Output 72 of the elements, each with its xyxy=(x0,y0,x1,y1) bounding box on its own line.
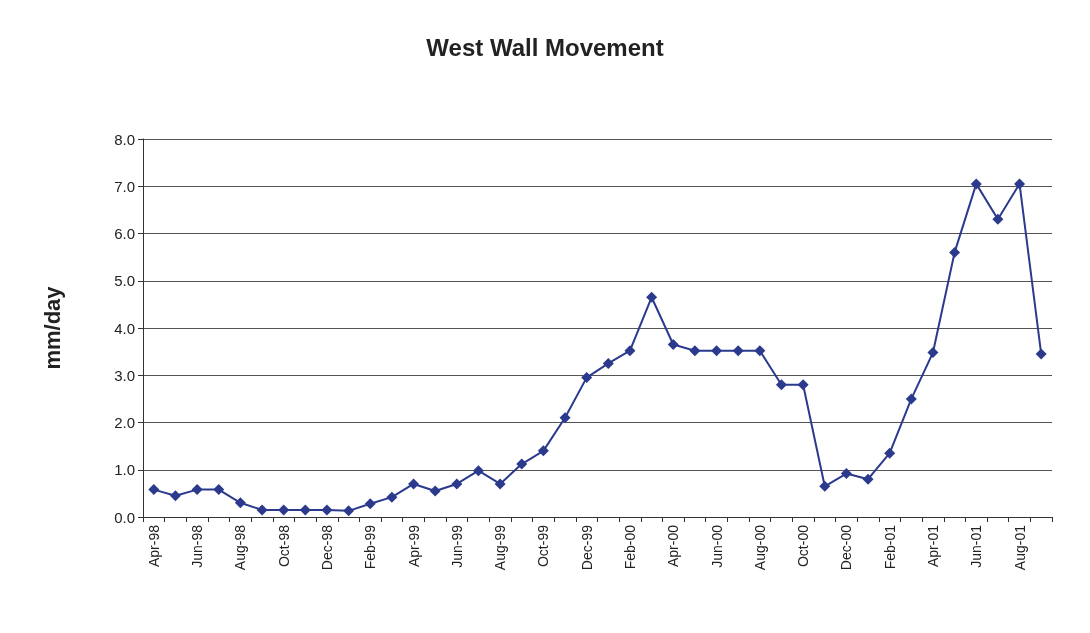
x-tick-label: Oct-98 xyxy=(275,524,292,568)
x-tick-label: Oct-00 xyxy=(795,524,812,568)
x-tick-label: Aug-99 xyxy=(492,524,509,571)
x-tick-label: Aug-01 xyxy=(1011,524,1028,571)
y-tick-label: 7.0 xyxy=(114,177,135,195)
point xyxy=(905,393,917,405)
x-tick-label: Jun-99 xyxy=(448,524,465,568)
point xyxy=(429,485,441,497)
x-tick-label: Aug-98 xyxy=(232,524,249,571)
y-tick-label: 4.0 xyxy=(114,319,135,337)
point xyxy=(667,339,679,351)
point xyxy=(321,504,333,516)
point xyxy=(537,445,549,457)
point xyxy=(1035,348,1047,360)
point xyxy=(711,345,723,357)
x-tick-label: Aug-00 xyxy=(751,524,768,571)
x-tick-label: Apr-98 xyxy=(145,524,162,568)
point xyxy=(949,246,961,258)
point xyxy=(364,498,376,510)
x-tick-label: Feb-99 xyxy=(362,524,379,570)
x-tick-label: Dec-98 xyxy=(318,524,335,571)
point xyxy=(494,478,506,490)
x-tick-label: Oct-99 xyxy=(535,524,552,568)
point xyxy=(840,468,852,480)
x-tick-label: Apr-99 xyxy=(405,524,422,568)
point xyxy=(646,291,658,303)
y-tick-label: 2.0 xyxy=(114,414,135,431)
point xyxy=(819,480,831,492)
y-tick-label: 6.0 xyxy=(114,225,135,242)
x-tick-label: Apr-00 xyxy=(665,524,682,568)
point xyxy=(169,490,181,502)
point xyxy=(602,357,614,369)
point xyxy=(624,345,636,357)
point xyxy=(472,465,484,477)
point xyxy=(148,484,160,496)
y-tick-label: 3.0 xyxy=(114,366,135,384)
point xyxy=(213,484,225,496)
point xyxy=(754,345,766,357)
point xyxy=(970,178,982,190)
point xyxy=(927,347,939,359)
y-axis-title: mm/day xyxy=(39,285,65,370)
point xyxy=(1014,178,1026,190)
point xyxy=(516,458,528,470)
point xyxy=(862,473,874,485)
point xyxy=(451,478,463,490)
x-tick-label: Dec-00 xyxy=(838,524,855,571)
x-tick-label: Feb-00 xyxy=(621,524,638,570)
point xyxy=(992,213,1004,225)
point xyxy=(256,504,268,516)
x-tick-label: Jun-01 xyxy=(968,524,985,568)
x-tick-label: Feb-01 xyxy=(881,524,898,570)
x-tick-label: Apr-01 xyxy=(924,524,941,568)
point xyxy=(559,412,571,424)
x-tick-label: Jun-00 xyxy=(708,524,725,568)
point xyxy=(797,379,809,391)
point xyxy=(343,505,355,517)
y-tick-label: 8.0 xyxy=(114,130,135,148)
chart-title: West Wall Movement xyxy=(426,33,664,61)
y-tick-label: 0.0 xyxy=(114,508,135,526)
y-tick-label: 5.0 xyxy=(114,272,135,290)
point xyxy=(191,484,203,496)
point xyxy=(884,447,896,459)
point xyxy=(732,345,744,357)
point xyxy=(234,497,246,509)
x-tick-label: Jun-98 xyxy=(189,524,206,568)
point xyxy=(408,478,420,490)
y-tick-label: 1.0 xyxy=(114,461,135,479)
x-tick-label: Dec-99 xyxy=(578,524,595,571)
point xyxy=(775,379,787,391)
point xyxy=(581,372,593,384)
point xyxy=(386,491,398,503)
point xyxy=(689,345,701,357)
